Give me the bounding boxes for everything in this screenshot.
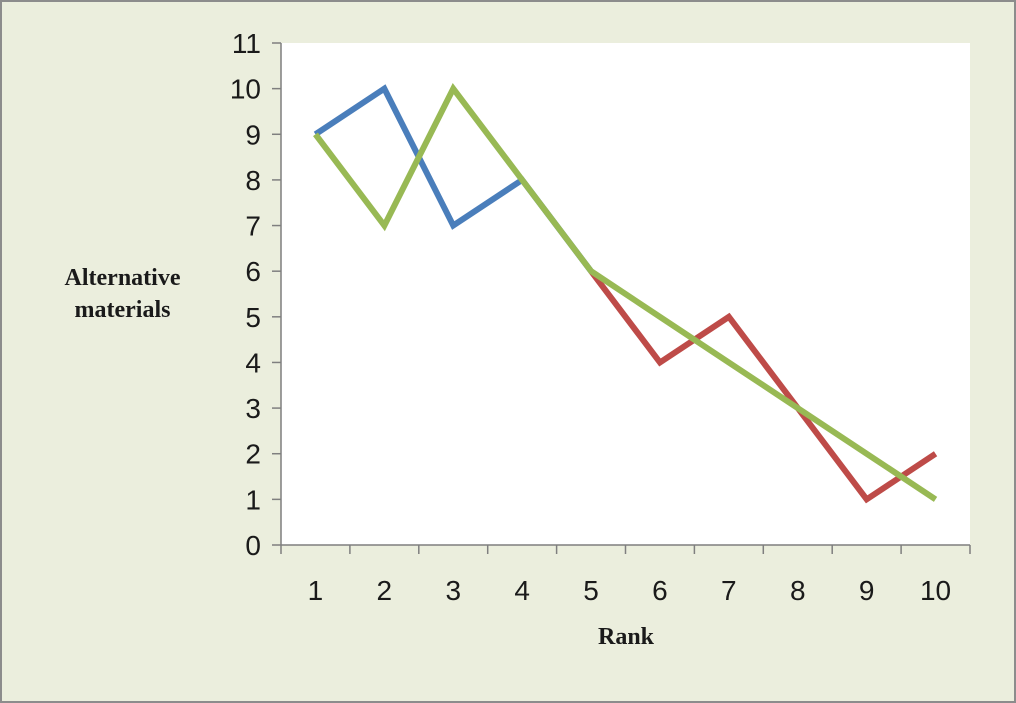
x-tick-label: 6 bbox=[652, 575, 668, 606]
y-tick-label: 9 bbox=[245, 119, 261, 150]
y-tick-label: 4 bbox=[245, 347, 261, 378]
x-tick-label: 1 bbox=[308, 575, 324, 606]
y-tick-label: 10 bbox=[230, 74, 261, 105]
x-tick-label: 7 bbox=[721, 575, 737, 606]
x-axis-label: Rank bbox=[597, 624, 655, 650]
y-axis-label-line-2: materials bbox=[74, 297, 171, 323]
y-tick-label: 11 bbox=[232, 28, 261, 59]
x-tick-label: 8 bbox=[790, 575, 806, 606]
x-tick-label: 5 bbox=[583, 575, 599, 606]
x-tick-label: 4 bbox=[514, 575, 530, 606]
y-axis-label-line-1: Alternative bbox=[64, 265, 181, 291]
y-tick-label: 3 bbox=[245, 393, 261, 424]
series-line-3 bbox=[313, 82, 938, 502]
y-tick-label: 7 bbox=[245, 211, 261, 242]
x-tick-label: 3 bbox=[445, 575, 461, 606]
y-tick-label: 8 bbox=[245, 165, 261, 196]
x-tick-label: 9 bbox=[859, 575, 875, 606]
series-line-2 bbox=[588, 269, 938, 504]
y-tick-label: 6 bbox=[245, 256, 261, 287]
y-tick-label: 2 bbox=[245, 439, 261, 470]
x-tick-label: 2 bbox=[377, 575, 393, 606]
x-tick-label: 10 bbox=[920, 575, 951, 606]
y-tick-label: 0 bbox=[245, 530, 261, 561]
series-layer bbox=[313, 82, 938, 504]
y-axis-label: Alternative materials bbox=[40, 262, 205, 326]
y-tick-label: 5 bbox=[245, 302, 261, 333]
y-tick-label: 1 bbox=[245, 484, 261, 515]
